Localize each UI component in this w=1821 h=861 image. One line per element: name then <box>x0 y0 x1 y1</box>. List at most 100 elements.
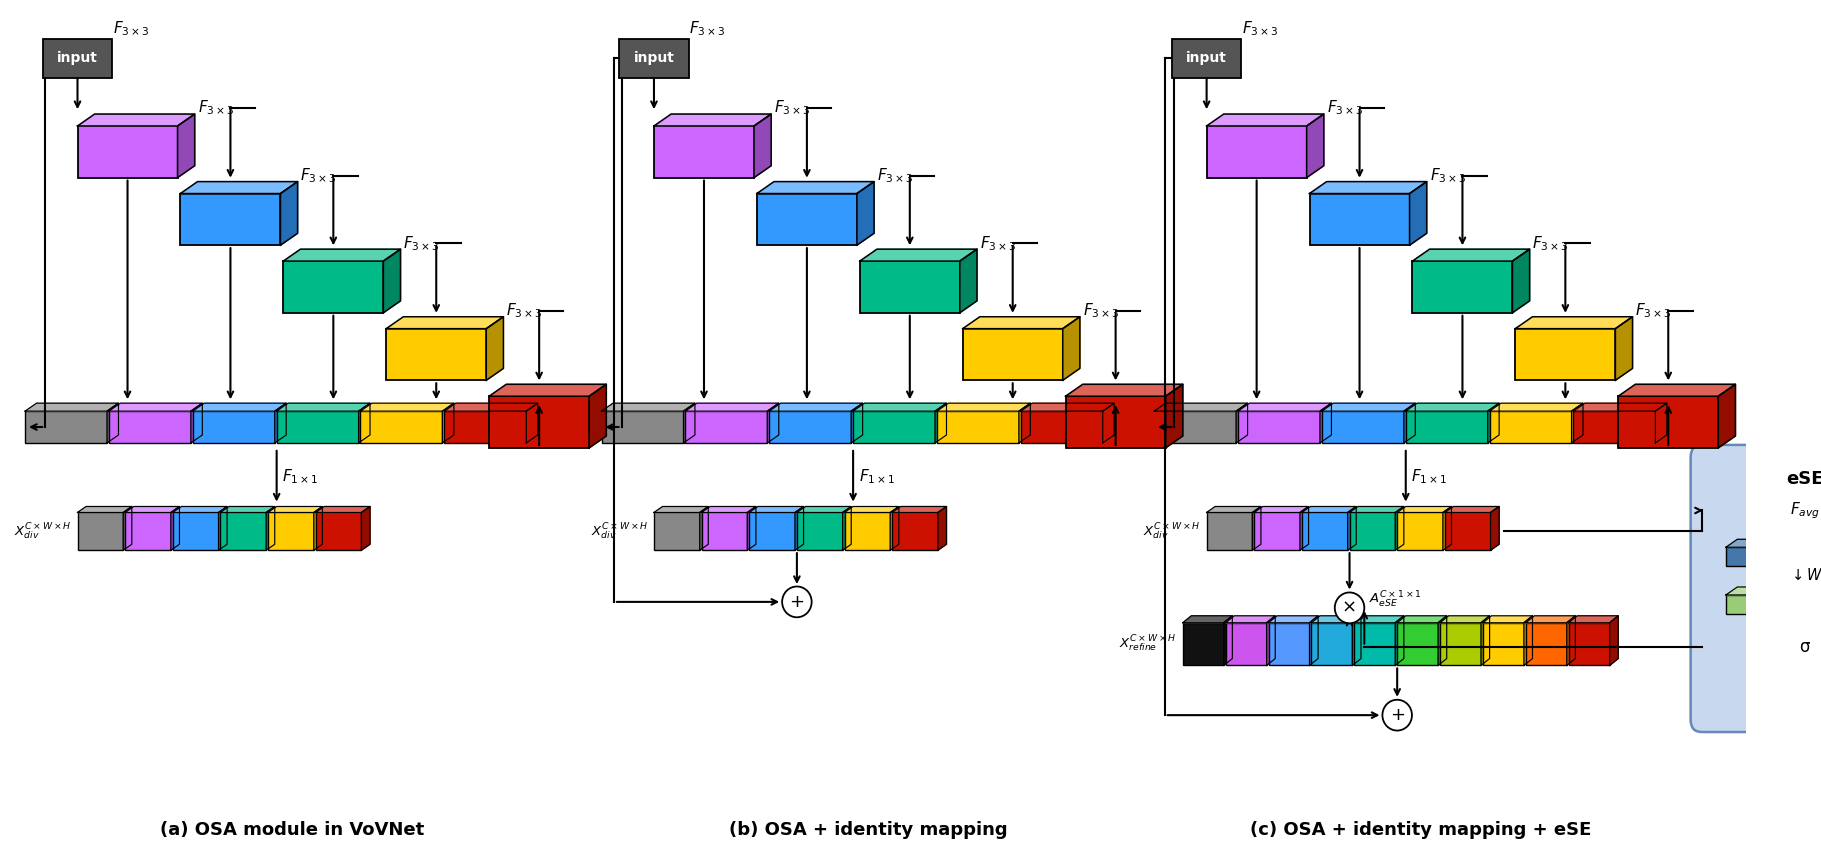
Bar <box>173 512 219 550</box>
Text: $F_{3\times3}$: $F_{3\times3}$ <box>1328 99 1364 117</box>
Polygon shape <box>1236 403 1247 443</box>
Bar <box>109 411 191 443</box>
Polygon shape <box>1568 616 1619 623</box>
Polygon shape <box>1065 384 1184 396</box>
Polygon shape <box>384 249 401 313</box>
Polygon shape <box>1395 506 1404 550</box>
Polygon shape <box>1300 506 1309 550</box>
Polygon shape <box>280 182 297 245</box>
Polygon shape <box>1526 616 1575 623</box>
Bar <box>1397 512 1442 550</box>
Polygon shape <box>1397 506 1451 512</box>
Polygon shape <box>590 384 606 448</box>
Polygon shape <box>1311 616 1360 623</box>
Bar <box>1255 512 1300 550</box>
Polygon shape <box>852 403 947 411</box>
Polygon shape <box>699 506 708 550</box>
Bar <box>180 194 280 245</box>
Bar <box>25 411 107 443</box>
Text: (b) OSA + identity mapping: (b) OSA + identity mapping <box>728 821 1007 839</box>
Polygon shape <box>180 182 297 194</box>
Polygon shape <box>845 506 900 512</box>
Circle shape <box>1335 592 1364 623</box>
Polygon shape <box>654 114 770 126</box>
Bar <box>963 329 1063 381</box>
Bar <box>1406 411 1488 443</box>
Text: $F_{3\times3}$: $F_{3\times3}$ <box>774 99 810 117</box>
Bar <box>1022 411 1104 443</box>
Bar <box>1440 623 1480 666</box>
Polygon shape <box>107 403 118 443</box>
Text: $F_{3\times3}$: $F_{3\times3}$ <box>404 234 441 252</box>
Bar <box>78 512 124 550</box>
Polygon shape <box>361 403 453 411</box>
Polygon shape <box>25 403 118 411</box>
Polygon shape <box>126 506 180 512</box>
Bar <box>1207 512 1253 550</box>
Polygon shape <box>173 506 228 512</box>
Polygon shape <box>178 114 195 177</box>
Text: $X_{div}^{C\times W\times H}$: $X_{div}^{C\times W\times H}$ <box>590 521 648 542</box>
Text: $F_{3\times3}$: $F_{3\times3}$ <box>688 19 727 38</box>
Bar <box>193 411 275 443</box>
Text: $X_{div}^{C\times W\times H}$: $X_{div}^{C\times W\times H}$ <box>1144 521 1200 542</box>
Polygon shape <box>892 506 947 512</box>
Polygon shape <box>1404 403 1415 443</box>
Polygon shape <box>1719 384 1735 448</box>
Polygon shape <box>444 403 537 411</box>
Bar <box>444 411 526 443</box>
Polygon shape <box>1307 114 1324 177</box>
Bar <box>1155 411 1236 443</box>
Bar <box>1482 623 1524 666</box>
Polygon shape <box>1165 384 1184 448</box>
Polygon shape <box>747 506 756 550</box>
Text: $X_{refine}^{C\times W\times H}$: $X_{refine}^{C\times W\times H}$ <box>1120 634 1176 654</box>
Text: $F_{3\times3}$: $F_{3\times3}$ <box>1429 166 1466 185</box>
Bar <box>768 411 850 443</box>
Bar <box>860 261 960 313</box>
Bar <box>284 261 384 313</box>
Polygon shape <box>220 506 275 512</box>
Bar <box>1413 261 1513 313</box>
Bar <box>1349 512 1395 550</box>
Polygon shape <box>1524 616 1533 666</box>
Bar <box>845 512 890 550</box>
Polygon shape <box>860 249 978 261</box>
Text: input: input <box>634 52 674 65</box>
Polygon shape <box>754 114 770 177</box>
Polygon shape <box>486 317 503 381</box>
Polygon shape <box>1515 317 1633 329</box>
Polygon shape <box>934 403 947 443</box>
Polygon shape <box>654 506 708 512</box>
Bar <box>1490 411 1572 443</box>
Text: $F_{1\times1}$: $F_{1\times1}$ <box>860 467 896 486</box>
Polygon shape <box>1726 539 1821 548</box>
Polygon shape <box>683 403 696 443</box>
Polygon shape <box>1610 616 1619 666</box>
Polygon shape <box>858 182 874 245</box>
Polygon shape <box>1207 506 1260 512</box>
Polygon shape <box>938 403 1031 411</box>
Polygon shape <box>443 403 453 443</box>
Bar <box>1302 512 1348 550</box>
Polygon shape <box>1480 616 1490 666</box>
Polygon shape <box>1442 506 1451 550</box>
Bar <box>654 126 754 177</box>
Polygon shape <box>1309 182 1426 194</box>
Text: $F_{3\times3}$: $F_{3\times3}$ <box>1083 301 1120 320</box>
Polygon shape <box>767 403 779 443</box>
Polygon shape <box>1619 384 1735 396</box>
Polygon shape <box>1063 317 1080 381</box>
Bar <box>78 126 178 177</box>
Polygon shape <box>1490 403 1582 411</box>
Polygon shape <box>1309 616 1318 666</box>
Bar <box>892 512 938 550</box>
Polygon shape <box>960 249 978 313</box>
Polygon shape <box>796 506 803 550</box>
Polygon shape <box>1302 506 1357 512</box>
Text: $F_{1\times1}$: $F_{1\times1}$ <box>1411 467 1448 486</box>
Bar <box>1397 623 1439 666</box>
Text: $F_{3\times3}$: $F_{3\times3}$ <box>197 99 235 117</box>
Polygon shape <box>359 403 370 443</box>
FancyBboxPatch shape <box>42 39 113 77</box>
